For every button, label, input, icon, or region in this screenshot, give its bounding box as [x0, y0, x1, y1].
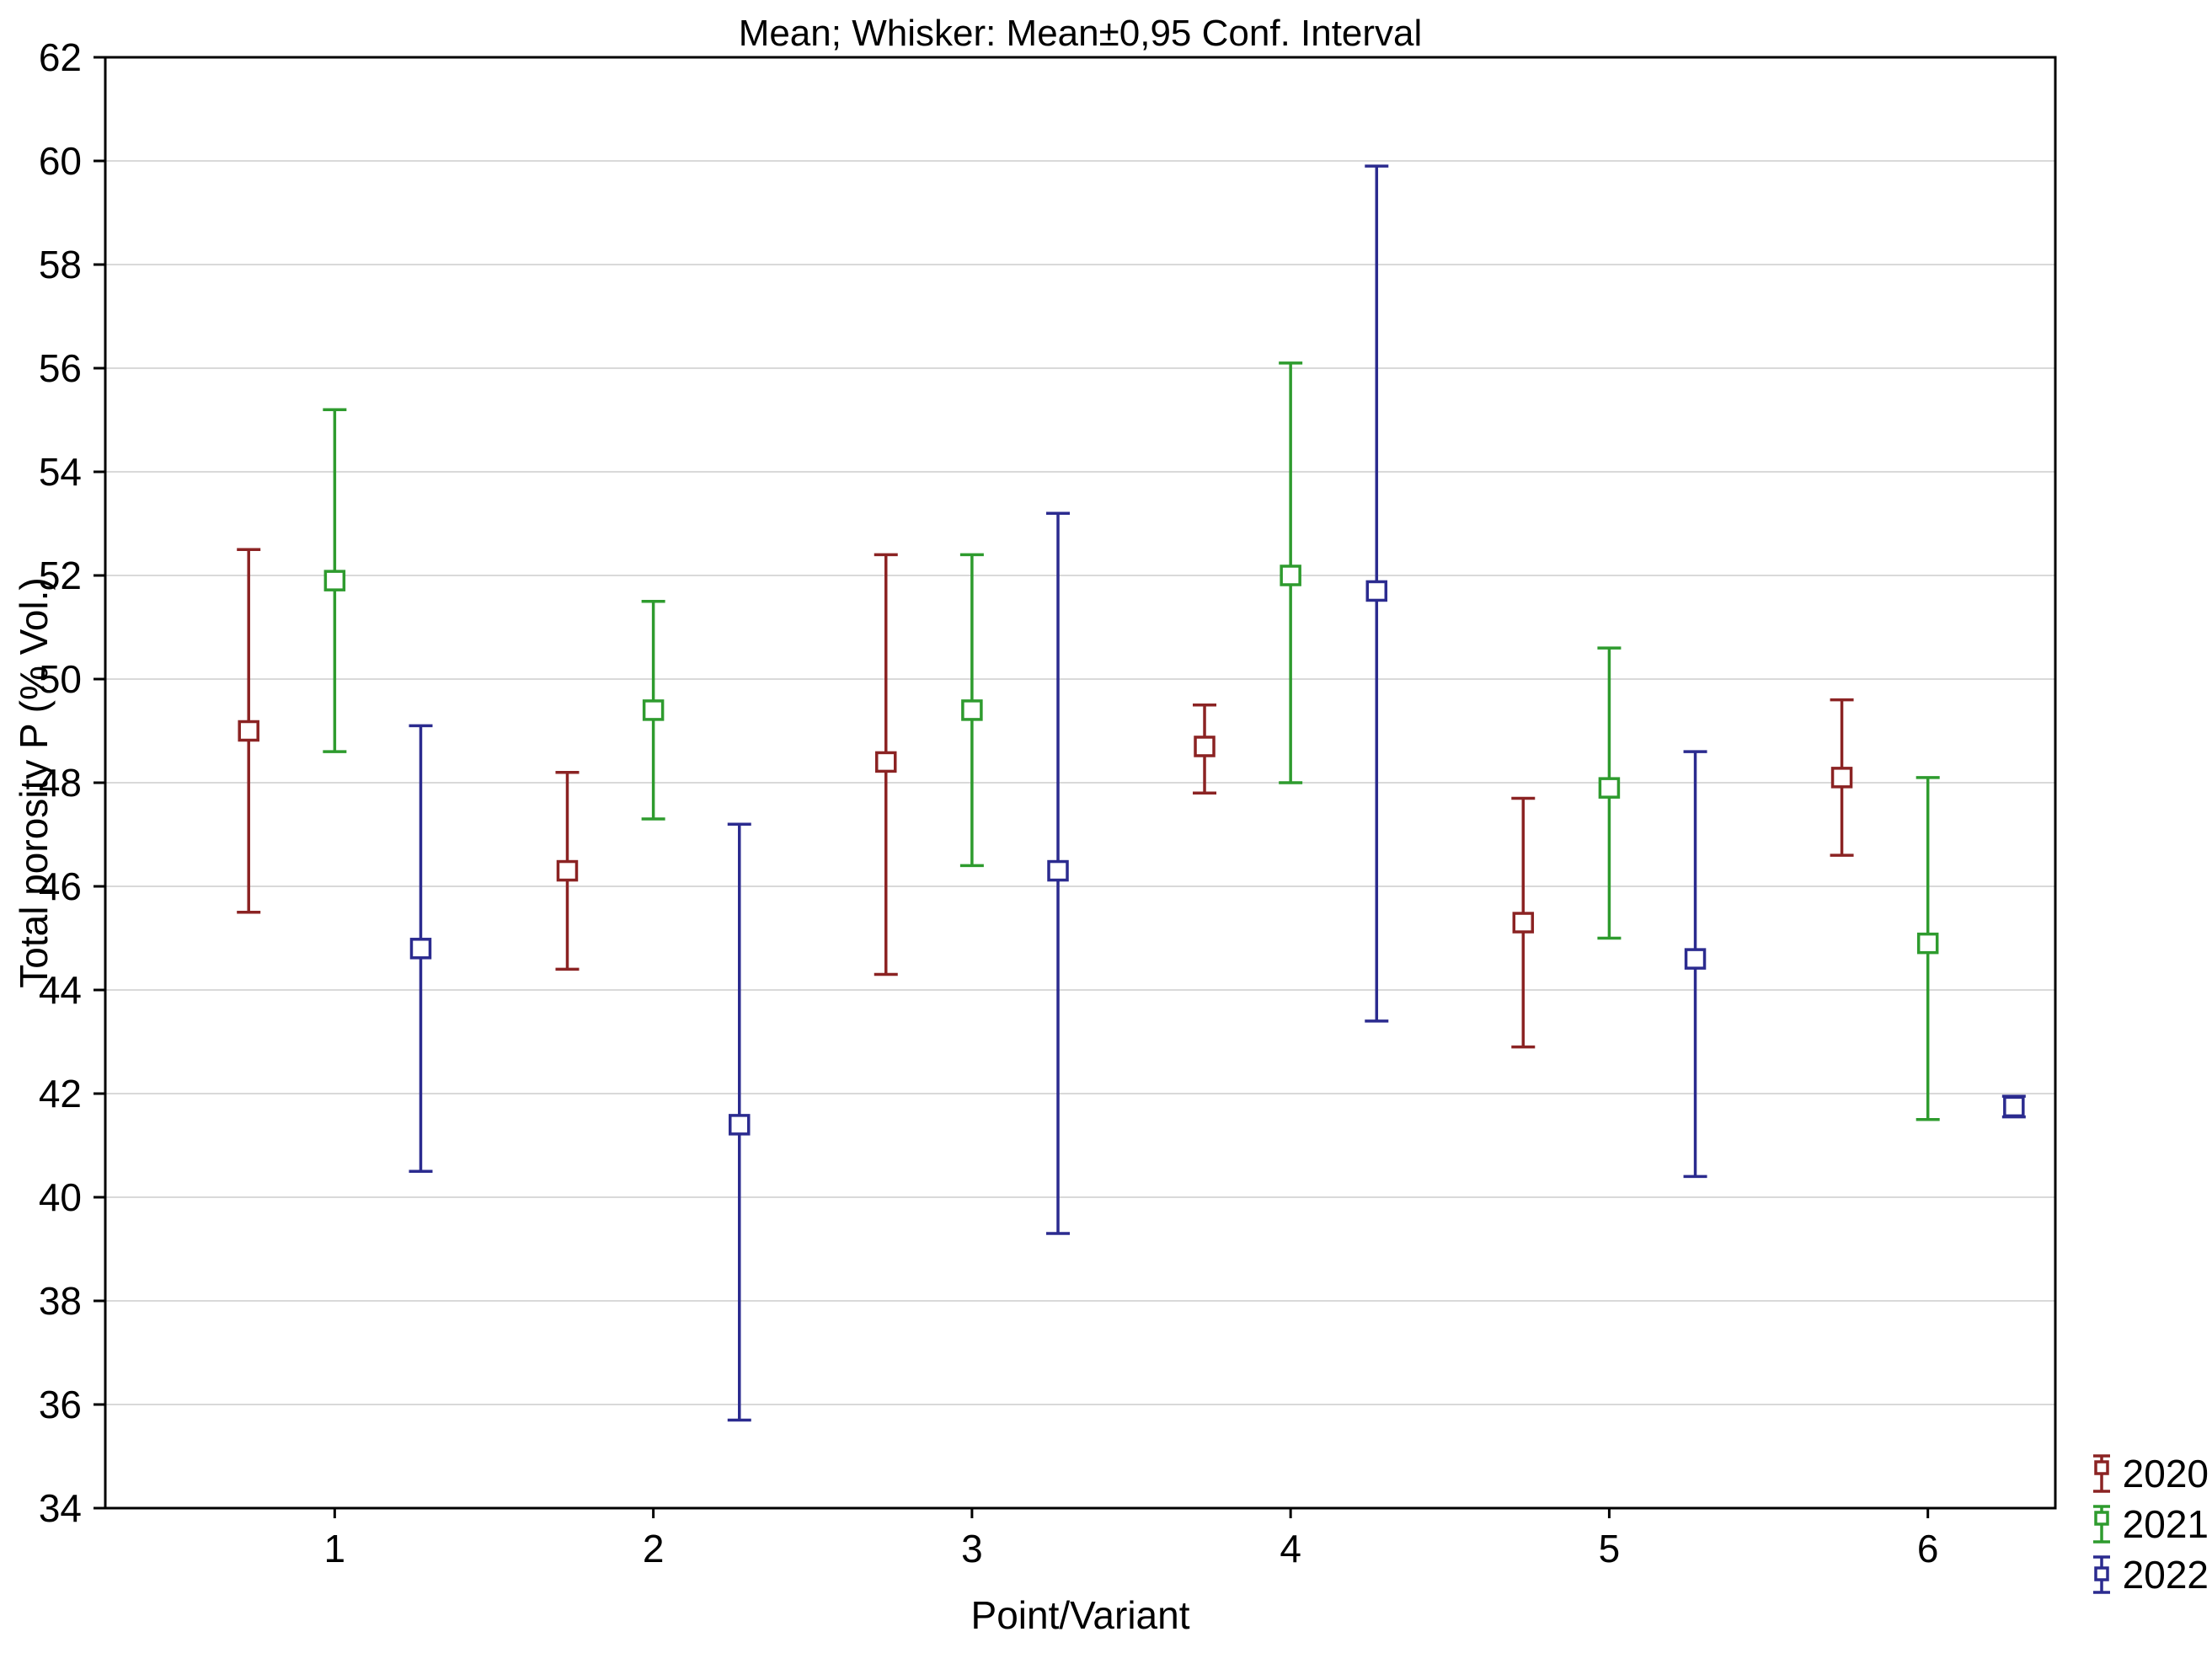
y-tick-label: 62 [39, 35, 82, 79]
y-tick-label: 38 [39, 1279, 82, 1323]
y-tick-label: 36 [39, 1383, 82, 1426]
y-tick-label: 56 [39, 346, 82, 390]
errorbar-2022-point6 [2001, 1094, 2026, 1119]
y-tick-label: 44 [39, 968, 82, 1012]
y-tick-label: 54 [39, 450, 82, 494]
y-tick-label: 40 [39, 1175, 82, 1219]
legend-item-2021: 2021 [2089, 1501, 2209, 1547]
errorbar-2021-point2 [641, 600, 665, 821]
errorbar-2021-point6 [1915, 776, 1940, 1121]
errorbar-2020-point6 [1830, 698, 1854, 857]
errorbar-2021-point1 [323, 408, 347, 753]
errorbar-2021-point5 [1597, 646, 1622, 940]
x-tick-label: 6 [1917, 1527, 1939, 1570]
chart-title: Mean; Whisker: Mean±0,95 Conf. Interval [738, 13, 1423, 54]
y-tick-label: 60 [39, 139, 82, 183]
errorbar-2021-point4 [1279, 361, 1303, 784]
errorbar-2020-point1 [237, 548, 261, 914]
y-tick-label: 46 [39, 864, 82, 908]
legend-marker-2021-icon [2092, 1505, 2110, 1544]
y-tick-label: 34 [39, 1486, 82, 1530]
y-tick-label: 42 [39, 1072, 82, 1116]
legend-item-2020: 2020 [2089, 1451, 2209, 1496]
legend-label-2022: 2022 [2122, 1553, 2209, 1597]
errorbar-2021-point3 [959, 553, 984, 868]
x-tick-label: 5 [1599, 1527, 1621, 1570]
errorbar-2022-point5 [1683, 750, 1707, 1179]
errorbar-2020-point2 [555, 770, 580, 971]
legend-label-2021: 2021 [2122, 1502, 2209, 1546]
errorbar-2022-point3 [1046, 511, 1071, 1235]
x-tick-label: 4 [1280, 1527, 1301, 1570]
legend-label-2020: 2020 [2122, 1452, 2209, 1495]
x-tick-label: 3 [961, 1527, 983, 1570]
errorbar-2022-point1 [409, 724, 433, 1173]
errorbar-2022-point4 [1365, 164, 1389, 1023]
y-tick-label: 58 [39, 243, 82, 286]
legend-item-2022: 2022 [2089, 1552, 2209, 1597]
legend: 2020 2021 2022 [2089, 1451, 2209, 1597]
plot-border [104, 56, 2057, 1510]
x-axis-label: Point/Variant [970, 1593, 1190, 1637]
y-tick-label: 52 [39, 554, 82, 597]
x-tick-label: 2 [643, 1527, 665, 1570]
y-tick-label: 48 [39, 761, 82, 805]
errorbar-2020-point5 [1511, 796, 1536, 1049]
x-tick-label: 1 [324, 1527, 346, 1570]
y-tick-label: 50 [39, 657, 82, 701]
legend-marker-2020-icon [2092, 1454, 2110, 1493]
errorbar-2020-point3 [874, 553, 898, 976]
legend-marker-2022-icon [2092, 1555, 2110, 1594]
errorbar-2022-point2 [727, 822, 751, 1422]
errorbar-2020-point4 [1193, 704, 1217, 795]
